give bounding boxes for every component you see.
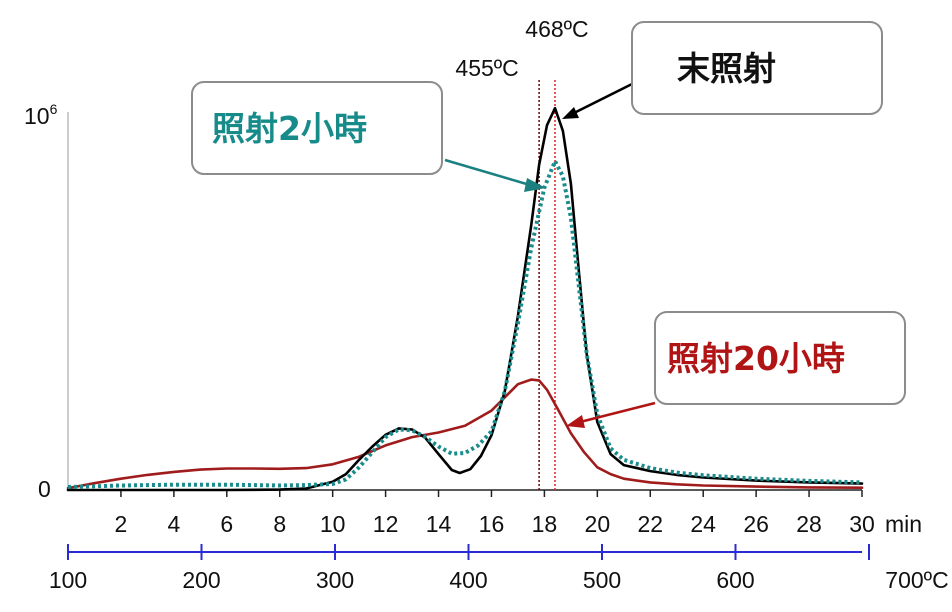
x-tick-label: 22	[637, 511, 663, 537]
axes: 106 0 2 4 6 8 10 12 14 16 18 20 22 24 26 28 30 min	[24, 101, 922, 537]
series-line	[66, 378, 864, 490]
callout-label-irradiated-20h: 照射20小時	[667, 339, 845, 378]
x-ticks: 2 4 6 8 10 12 14 16 18 20 22 24 26 28 30	[115, 490, 875, 537]
peak-marker-label: 455ºC	[455, 55, 518, 81]
y-tick-top-exponent: 6	[50, 101, 58, 117]
y-tick-label-top: 106	[24, 101, 58, 129]
y-tick-top-base: 10	[24, 103, 50, 129]
temperature-ticks: 100 200 300 400 500 600 700ºC	[49, 544, 949, 593]
series-line	[67, 159, 863, 489]
arrow-irradiated-2h	[444, 158, 531, 187]
arrowhead-irradiated-20h	[566, 415, 585, 428]
series-line	[66, 106, 864, 492]
arrow-unirradiated	[571, 81, 635, 116]
temperature-tick-label: 400	[449, 567, 487, 593]
callout-label-unirradiated: 末照射	[677, 49, 776, 88]
peak-marker-label: 468ºC	[525, 16, 588, 42]
callout-box-irradiated-2h	[191, 81, 443, 175]
x-tick-label: 4	[167, 511, 180, 537]
x-tick-label: 12	[373, 511, 399, 537]
x-tick-label: 26	[743, 511, 769, 537]
x-tick-label: 16	[479, 511, 505, 537]
callout-box-unirradiated	[631, 21, 883, 115]
arrowhead-unirradiated	[562, 107, 579, 119]
temperature-tick-label: 300	[316, 567, 354, 593]
temperature-tick-label: 100	[49, 567, 87, 593]
x-tick-label: 20	[585, 511, 611, 537]
x-axis-unit: min	[885, 511, 922, 537]
x-tick-label: 8	[273, 511, 286, 537]
x-tick-label: 18	[532, 511, 558, 537]
callouts: 照射2小時 末照射 照射20小時	[191, 21, 906, 428]
x-tick-label: 6	[220, 511, 233, 537]
x-tick-label: 10	[320, 511, 346, 537]
temperature-tick-label: 500	[583, 567, 621, 593]
peak-markers: 455ºC 468ºC	[455, 16, 589, 490]
x-tick-label: 24	[690, 511, 716, 537]
y-tick-label-zero: 0	[38, 476, 51, 502]
temperature-tick-label: 600	[716, 567, 754, 593]
series-lines	[66, 106, 864, 492]
x-tick-label: 14	[426, 511, 452, 537]
temperature-tick-label: 700ºC	[885, 567, 948, 593]
arrow-irradiated-20h	[579, 401, 656, 424]
callout-label-irradiated-2h: 照射2小時	[212, 109, 367, 148]
arrowhead-irradiated-2h	[524, 178, 546, 192]
x-tick-label: 2	[115, 511, 128, 537]
callout-box-irradiated-20h	[654, 311, 906, 405]
temperature-axis: 100 200 300 400 500 600 700ºC	[49, 544, 949, 593]
temperature-tick-label: 200	[182, 567, 220, 593]
x-tick-label: 30	[849, 511, 875, 537]
x-tick-label: 28	[796, 511, 822, 537]
